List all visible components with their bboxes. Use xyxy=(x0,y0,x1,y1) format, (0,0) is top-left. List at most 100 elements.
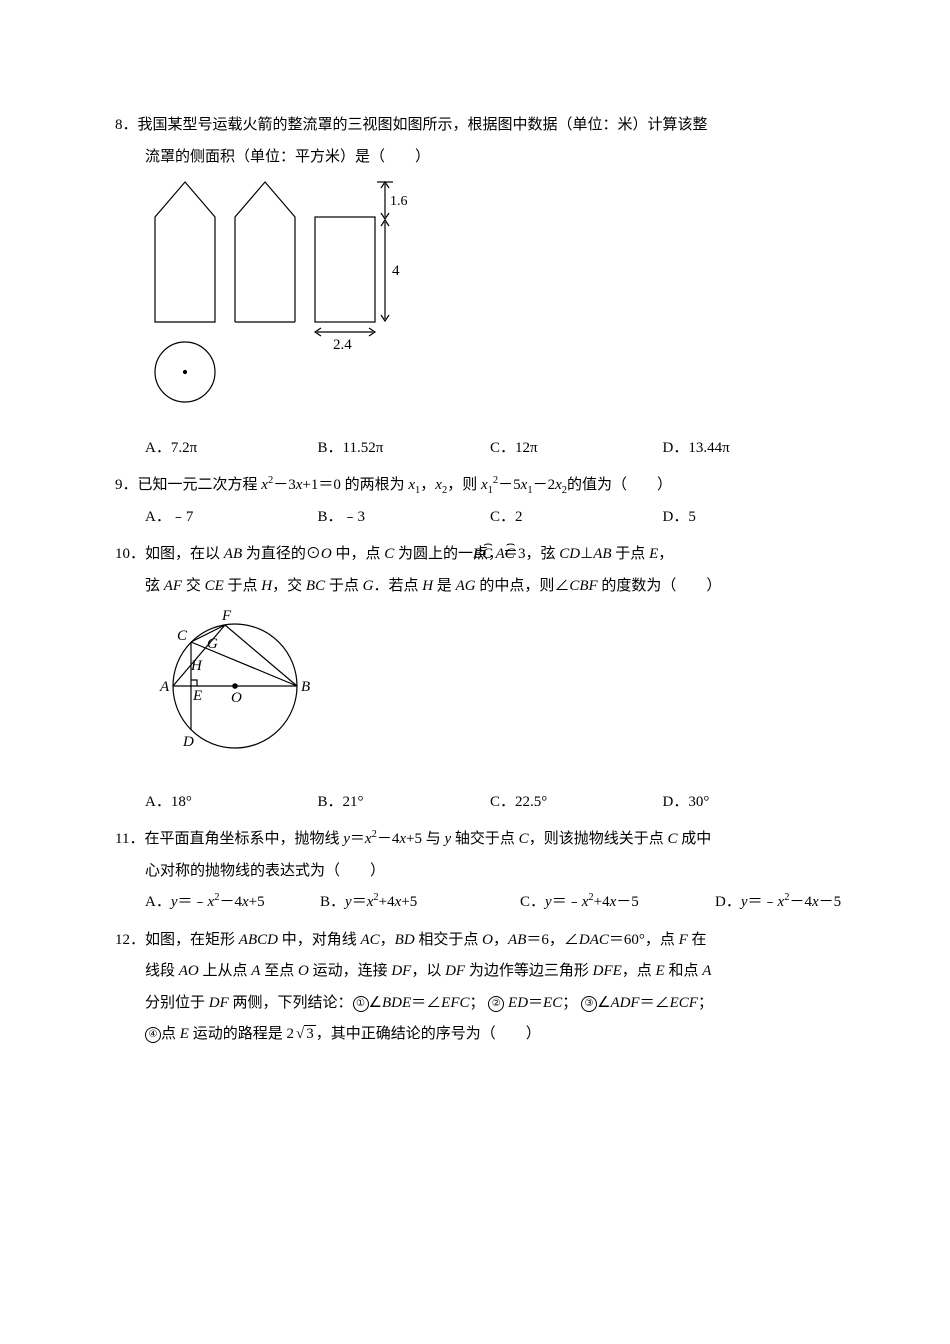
q12-s3b: ＝∠ xyxy=(640,995,670,1011)
q11-c2: C xyxy=(667,831,677,847)
q12-ac: AC xyxy=(360,932,379,948)
q10-l2g: 是 xyxy=(433,578,456,594)
q12-s2c: ； xyxy=(562,995,577,1011)
question-11: 11．在平面直角坐标系中，抛物线 y＝x2－4x+5 与 y 轴交于点 C，则该… xyxy=(115,824,835,919)
q12-a2: A xyxy=(702,963,711,979)
q9-opt-b: B．﹣3 xyxy=(318,502,491,534)
q8-dim-bot: 2.4 xyxy=(333,337,352,353)
q10-lbl-G: G xyxy=(207,636,218,652)
q12-l2h: 和点 xyxy=(665,963,703,979)
q12-l4a: 点 xyxy=(161,1026,180,1042)
q10-lbl-C: C xyxy=(177,628,188,644)
q9-options: A．﹣7 B．﹣3 C．2 D．5 xyxy=(115,502,835,534)
q10-lbl-O: O xyxy=(231,690,242,706)
q9-eq4: +1＝0 的两根为 xyxy=(302,477,408,493)
q10-lbl-B: B xyxy=(301,679,310,695)
q12-l3a: 分别位于 xyxy=(145,995,209,1011)
q8-opt-d: D．13.44π xyxy=(663,433,836,465)
q11-m4: ，则该抛物线关于点 xyxy=(529,831,668,847)
q8-line2: 流罩的侧面积（单位：平方米）是（ ） xyxy=(115,142,835,174)
q11-line1: 11．在平面直角坐标系中，抛物线 y＝x2－4x+5 与 y 轴交于点 C，则该… xyxy=(115,824,835,856)
q12-f: F xyxy=(679,932,688,948)
q12-bd: BD xyxy=(395,932,415,948)
q12-o2: O xyxy=(298,963,309,979)
q11-y: y xyxy=(343,831,350,847)
q12-l2c: 至点 xyxy=(260,963,298,979)
q11-opt-a: A．y＝﹣x2－4x+5 xyxy=(145,887,300,919)
q12-e2: E xyxy=(180,1026,189,1042)
q11-pre: 在平面直角坐标系中，抛物线 xyxy=(144,831,343,847)
q9-pre: 已知一元二次方程 xyxy=(138,477,262,493)
q12-ecf: ECF xyxy=(670,995,698,1011)
q11-m1: －4 xyxy=(377,831,400,847)
q11-options: A．y＝﹣x2－4x+5 B．y＝x2+4x+5 C．y＝﹣x2+4x－5 D．… xyxy=(115,887,835,919)
q12-sqrt3: 3 xyxy=(304,1025,316,1042)
q12-l2f: 为边作等边三角形 xyxy=(465,963,593,979)
q9-t1: x xyxy=(481,477,488,493)
q12-adf: ADF xyxy=(610,995,639,1011)
q10-opt-a: A．18° xyxy=(145,787,318,819)
q9-t3: x xyxy=(555,477,562,493)
q10-arc-ac: AC xyxy=(496,546,515,562)
q12-df: DF xyxy=(391,963,411,979)
q12-c4: ④ xyxy=(145,1027,161,1043)
q11-opt-d: D．y＝﹣x2－4x－5 xyxy=(715,887,841,919)
q10-e: E xyxy=(649,546,658,562)
q10-h: H xyxy=(261,578,272,594)
q12-t4: ， xyxy=(493,932,508,948)
q9-opt-c: C．2 xyxy=(490,502,663,534)
q10-lbl-E: E xyxy=(192,688,202,704)
q12-s1b: ＝∠ xyxy=(411,995,441,1011)
question-9: 9．已知一元二次方程 x2－3x+1＝0 的两根为 x1，x2，则 x12－5x… xyxy=(115,470,835,533)
q12-df3: DF xyxy=(209,995,229,1011)
q12-s3a: ∠ xyxy=(597,995,610,1011)
q12-t2: ， xyxy=(380,932,395,948)
question-8: 8．我国某型号运载火箭的整流罩的三视图如图所示，根据图中数据（单位：米）计算该整… xyxy=(115,110,835,464)
q10-ab2: AB xyxy=(593,546,611,562)
q11-m5: 成中 xyxy=(677,831,711,847)
q12-c2: ② xyxy=(488,996,504,1012)
q12-e: E xyxy=(656,963,665,979)
q12-dac: DAC xyxy=(579,932,609,948)
q12-num: 12． xyxy=(115,932,145,948)
q12-ab: AB xyxy=(508,932,526,948)
q10-opt-b: B．21° xyxy=(318,787,491,819)
q10-t2: 中，点 xyxy=(332,546,385,562)
q10-cd: CD xyxy=(559,546,580,562)
q9-m3: －3 xyxy=(273,477,296,493)
q12-s1c: ； xyxy=(470,995,485,1011)
q12-df2: DF xyxy=(445,963,465,979)
q12-t3: 相交于点 xyxy=(415,932,483,948)
q10-l2b: 交 xyxy=(182,578,205,594)
q9-m1: －5 xyxy=(498,477,521,493)
sqrt-icon: 3 xyxy=(294,1019,316,1051)
q9-text: 9．已知一元二次方程 x2－3x+1＝0 的两根为 x1，x2，则 x12－5x… xyxy=(115,470,835,502)
q8-text-a: 我国某型号运载火箭的整流罩的三视图如图所示，根据图中数据（单位：米）计算该整 xyxy=(138,117,708,133)
q10-num: 10． xyxy=(115,546,145,562)
q8-opt-a: A．7.2π xyxy=(145,433,318,465)
q10-l2c: 于点 xyxy=(224,578,262,594)
q10-t6: ， xyxy=(658,546,673,562)
q10-g: G xyxy=(363,578,374,594)
q8-num: 8． xyxy=(115,117,138,133)
q9-mid: ，则 xyxy=(447,477,481,493)
q10-opt-d: D．30° xyxy=(663,787,836,819)
q11-c: C xyxy=(519,831,529,847)
q12-l4c: ，其中正确结论的序号为（ ） xyxy=(316,1026,541,1042)
q10-pre: 如图，在以 xyxy=(145,546,224,562)
q10-arc-bc: BC xyxy=(473,546,492,562)
q9-num: 9． xyxy=(115,477,138,493)
q8-figure: 1.6 4 2.4 xyxy=(115,177,835,425)
q10-t1: 为直径的⊙ xyxy=(242,546,321,562)
q12-pre: 如图，在矩形 xyxy=(145,932,239,948)
q10-ab: AB xyxy=(224,546,242,562)
q12-l4b: 运动的路程是 2 xyxy=(189,1026,294,1042)
q10-af: AF xyxy=(164,578,182,594)
q10-opt-c: C．22.5° xyxy=(490,787,663,819)
q12-l2a: 线段 xyxy=(145,963,179,979)
q8-opt-b: B．11.52π xyxy=(318,433,491,465)
q12-o: O xyxy=(482,932,493,948)
q8-dim-mid: 4 xyxy=(392,263,400,279)
q9-opt-a: A．﹣7 xyxy=(145,502,318,534)
q10-l2e: 于点 xyxy=(325,578,363,594)
